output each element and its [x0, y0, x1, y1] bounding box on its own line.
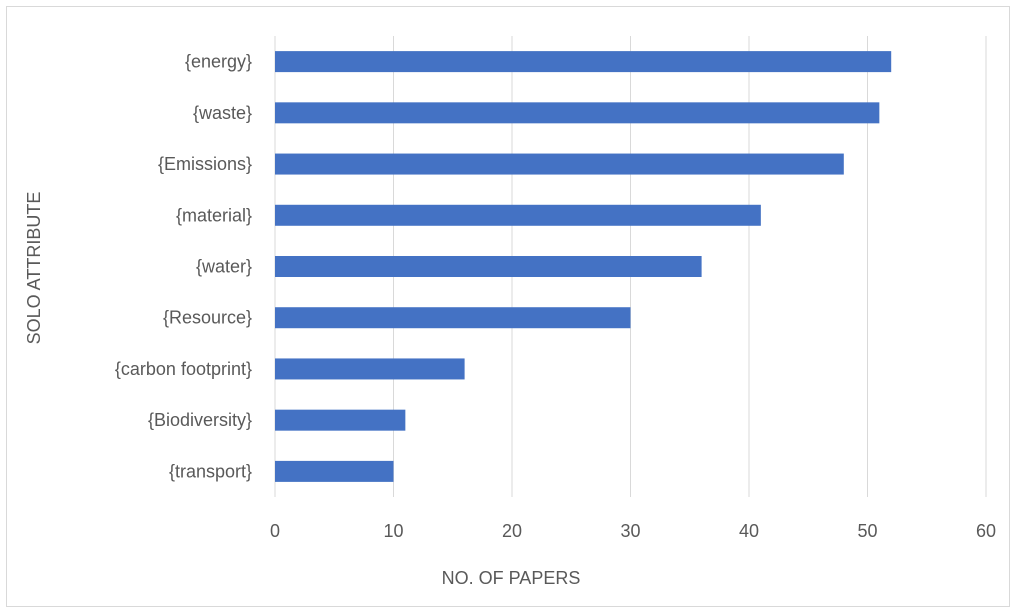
bar — [275, 51, 892, 73]
x-tick-labels: 0 10 20 30 40 50 60 — [270, 521, 996, 541]
category-label: {Resource} — [163, 308, 252, 328]
bar — [275, 204, 761, 226]
bar — [275, 409, 406, 431]
x-tick-label: 20 — [502, 521, 522, 541]
x-tick-label: 30 — [620, 521, 640, 541]
category-label: {Biodiversity} — [148, 410, 252, 430]
x-tick-label: 50 — [857, 521, 877, 541]
x-axis-title: NO. OF PAPERS — [442, 568, 581, 588]
bar — [275, 102, 880, 124]
category-label: {energy} — [185, 52, 252, 72]
category-label: {transport} — [169, 461, 252, 481]
bar — [275, 153, 844, 175]
y-axis-title: SOLO ATTRIBUTE — [24, 192, 44, 345]
category-label: {water} — [196, 257, 252, 277]
x-tick-label: 40 — [739, 521, 759, 541]
category-label: {Emissions} — [158, 154, 252, 174]
bar — [275, 256, 702, 277]
bar — [275, 307, 631, 329]
category-labels: {energy} {waste} {Emissions} {material} {wat… — [115, 52, 252, 482]
category-label: {waste} — [193, 103, 252, 123]
category-label: {material} — [176, 205, 252, 225]
bar — [275, 358, 465, 380]
x-tick-label: 0 — [270, 521, 280, 541]
bar — [275, 460, 394, 482]
bars — [275, 51, 892, 482]
category-label: {carbon footprint} — [115, 359, 252, 379]
x-tick-label: 60 — [976, 521, 996, 541]
x-tick-label: 10 — [383, 521, 403, 541]
